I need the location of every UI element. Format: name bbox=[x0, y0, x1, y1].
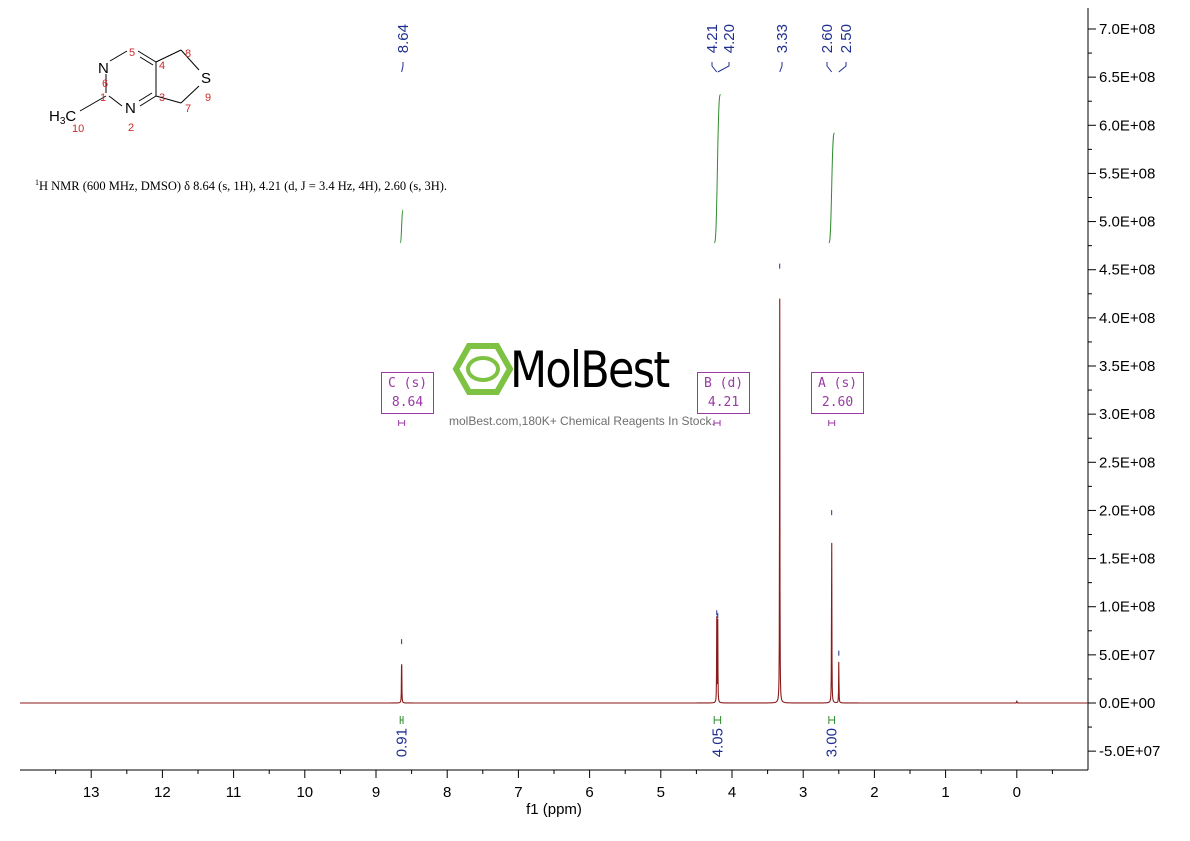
atom-number-9: 9 bbox=[205, 92, 211, 104]
x-tick-label: 4 bbox=[728, 784, 736, 801]
x-tick-label: 7 bbox=[514, 784, 522, 801]
peak-label: 3.33 bbox=[774, 24, 791, 53]
atom-number-1: 1 bbox=[100, 92, 106, 104]
watermark-brand: MolBest bbox=[510, 341, 670, 399]
atom-n-upper: N bbox=[98, 60, 109, 77]
multiplet-label-c-name: C (s) bbox=[388, 376, 428, 391]
y-tick-label: 2.5E+08 bbox=[1099, 454, 1155, 471]
y-tick-label: 6.0E+08 bbox=[1099, 117, 1155, 134]
spectrum-trace bbox=[20, 298, 1088, 704]
atom-methyl: H3C bbox=[49, 108, 76, 127]
multiplet-label-c-shift: 8.64 bbox=[391, 395, 424, 410]
x-tick-label: 12 bbox=[154, 784, 171, 801]
peak-label-connector bbox=[826, 62, 833, 73]
peak-label-group: 8.64 4.21 4.20 3.33 2.60 2.50 bbox=[395, 24, 855, 656]
y-tick-label: 4.5E+08 bbox=[1099, 262, 1155, 279]
y-tick-label: 6.5E+08 bbox=[1099, 69, 1155, 86]
integral-curve bbox=[399, 209, 404, 244]
nmr-caption: 1H NMR (600 MHz, DMSO) δ 8.64 (s, 1H), 4… bbox=[35, 178, 448, 194]
multiplet-label-a-name: A (s) bbox=[818, 376, 858, 391]
x-tick-group: 13 12 11 10 9 8 7 6 5 4 3 2 1 0 bbox=[55, 770, 1053, 801]
integral-group: 0.91 4.05 3.00 bbox=[394, 93, 841, 757]
x-tick-label: 5 bbox=[657, 784, 665, 801]
multiplet-label-b: B (d) 4.21 bbox=[697, 372, 751, 414]
multiplet-label-b-shift: 4.21 bbox=[707, 395, 740, 410]
multiplet-label-a: A (s) 2.60 bbox=[811, 372, 865, 414]
y-tick-group: 7.0E+08 6.5E+08 6.0E+08 5.5E+08 5.0E+08 4.5E+… bbox=[1088, 21, 1160, 760]
y-tick-label: 3.5E+08 bbox=[1099, 358, 1155, 375]
integral-value: 4.05 bbox=[709, 728, 726, 757]
peak-label-connector bbox=[779, 62, 783, 73]
atom-number-6: 6 bbox=[102, 78, 108, 90]
peak-label: 2.50 bbox=[838, 24, 855, 53]
atom-n-lower: N bbox=[125, 100, 136, 117]
atom-number-5: 5 bbox=[129, 47, 135, 59]
watermark-tagline: molBest.com,180K+ Chemical Reagents In S… bbox=[449, 414, 715, 428]
y-tick-label: 0.0E+00 bbox=[1099, 695, 1155, 712]
integral-curve bbox=[828, 132, 835, 244]
multiplet-label-b-name: B (d) bbox=[704, 376, 744, 391]
integral-value: 0.91 bbox=[394, 728, 411, 757]
molbest-logo-icon bbox=[452, 343, 514, 395]
y-tick-label: 1.5E+08 bbox=[1099, 551, 1155, 568]
x-tick-label: 1 bbox=[941, 784, 949, 801]
y-tick-label: 4.0E+08 bbox=[1099, 310, 1155, 327]
peak-label: 4.20 bbox=[721, 24, 738, 53]
x-tick-label: 8 bbox=[443, 784, 451, 801]
x-tick-label: 2 bbox=[870, 784, 878, 801]
x-tick-label: 0 bbox=[1013, 784, 1021, 801]
multiplet-label-c: C (s) 8.64 bbox=[381, 372, 435, 414]
peak-label-connector bbox=[717, 62, 730, 73]
y-tick-label: 5.5E+08 bbox=[1099, 165, 1155, 182]
integral-value: 3.00 bbox=[824, 728, 841, 757]
multiplet-label-a-shift: 2.60 bbox=[821, 395, 854, 410]
atom-s: S bbox=[201, 70, 211, 87]
x-tick-label: 13 bbox=[83, 784, 100, 801]
integral-curve bbox=[713, 93, 721, 244]
peak-label-connector bbox=[401, 62, 404, 73]
atom-number-7: 7 bbox=[185, 103, 191, 115]
x-axis-label: f1 (ppm) bbox=[526, 801, 582, 818]
y-tick-label: 2.0E+08 bbox=[1099, 502, 1155, 519]
peak-label-connector bbox=[711, 62, 718, 73]
x-tick-label: 3 bbox=[799, 784, 807, 801]
atom-number-2: 2 bbox=[128, 122, 134, 134]
molecule-structure: N N S H3C 1 2 3 4 5 6 7 8 9 10 bbox=[49, 47, 211, 135]
peak-label: 8.64 bbox=[395, 24, 412, 53]
atom-number-8: 8 bbox=[185, 48, 191, 60]
x-tick-label: 6 bbox=[585, 784, 593, 801]
x-tick-label: 11 bbox=[226, 784, 242, 801]
peak-label: 2.60 bbox=[819, 24, 836, 53]
peak-label: 4.21 bbox=[704, 24, 721, 53]
atom-number-10: 10 bbox=[72, 123, 84, 135]
y-tick-label: 1.0E+08 bbox=[1099, 599, 1155, 616]
y-tick-label: 7.0E+08 bbox=[1099, 21, 1155, 38]
peak-label-connector bbox=[838, 62, 847, 73]
y-tick-label: -5.0E+07 bbox=[1099, 743, 1160, 760]
y-tick-label: 3.0E+08 bbox=[1099, 406, 1155, 423]
atom-number-3: 3 bbox=[159, 92, 165, 104]
x-tick-label: 10 bbox=[296, 784, 313, 801]
atom-number-4: 4 bbox=[159, 60, 165, 72]
x-tick-label: 9 bbox=[372, 784, 380, 801]
y-tick-label: 5.0E+08 bbox=[1099, 214, 1155, 231]
y-tick-label: 5.0E+07 bbox=[1099, 647, 1155, 664]
